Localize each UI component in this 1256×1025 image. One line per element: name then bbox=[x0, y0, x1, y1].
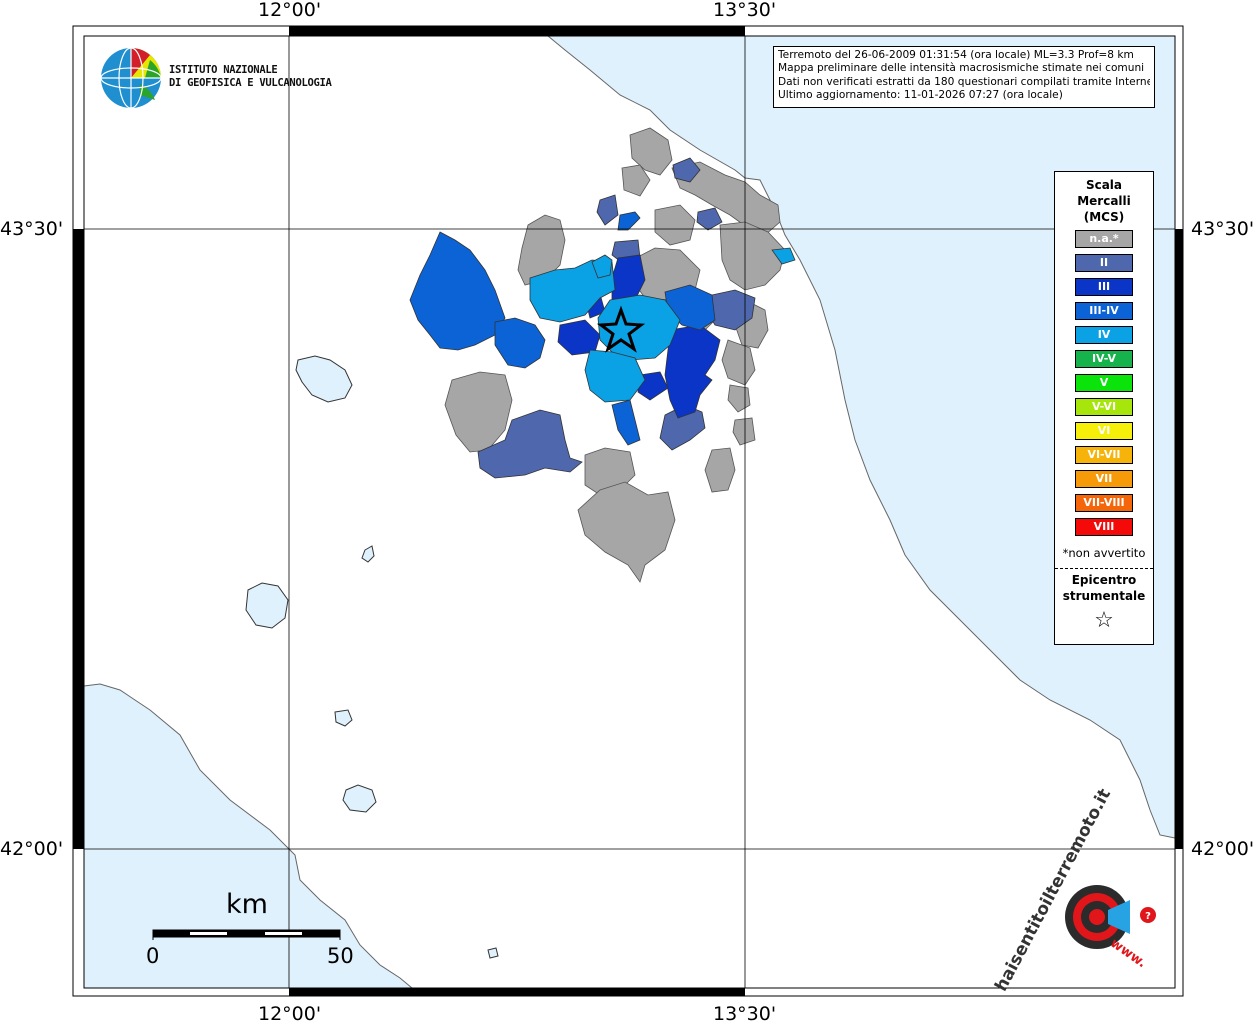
lon-label-bottom-1330: 13°30' bbox=[713, 1003, 777, 1025]
ingv-globe-icon bbox=[100, 47, 162, 109]
legend-swatch-n-a: n.a.* bbox=[1075, 230, 1133, 248]
tyrrhenian-sea bbox=[83, 683, 414, 989]
legend-note: *non avvertito bbox=[1062, 546, 1146, 560]
event-info-line4: Ultimo aggiornamento: 11-01-2026 07:27 (… bbox=[778, 89, 1063, 102]
lon-label-top-1330: 13°30' bbox=[713, 0, 777, 21]
scale-start: 0 bbox=[146, 944, 160, 968]
legend-title: Scala Mercalli (MCS) bbox=[1055, 177, 1153, 225]
legend-swatch-ii: II bbox=[1075, 254, 1133, 272]
lon-label-top-1200: 12°00' bbox=[258, 0, 322, 21]
lat-label-right-4200: 42°00' bbox=[1191, 838, 1255, 860]
legend-epicenter-line1: Epicentro bbox=[1071, 573, 1137, 587]
legend-swatch-iii-iv: III-IV bbox=[1075, 302, 1133, 320]
lake-trasimeno bbox=[295, 355, 353, 403]
ingv-logo-text: ISTITUTO NAZIONALE DI GEOFISICA E VULCAN… bbox=[169, 64, 332, 90]
lake-small-2 bbox=[361, 545, 375, 563]
legend-swatch-iv-v: IV-V bbox=[1075, 350, 1133, 368]
legend-separator bbox=[1055, 568, 1153, 569]
legend-swatch-v: V bbox=[1075, 374, 1133, 392]
legend-title-line2: Mercalli bbox=[1077, 194, 1131, 208]
legend-swatch-vii-viii: VII-VIII bbox=[1075, 494, 1133, 512]
event-info-line1: Terremoto del 26-06-2009 01:31:54 (ora l… bbox=[778, 49, 1134, 61]
legend-swatch-vi: VI bbox=[1075, 422, 1133, 440]
scale-end: 50 bbox=[327, 944, 354, 968]
legend-swatch-iv: IV bbox=[1075, 326, 1133, 344]
legend-swatch-viii: VIII bbox=[1075, 518, 1133, 536]
ingv-logo-line1: ISTITUTO NAZIONALE bbox=[169, 64, 278, 76]
legend-star-icon: ☆ bbox=[1094, 608, 1114, 633]
legend-swatch-v-vi: V-VI bbox=[1075, 398, 1133, 416]
scale-unit: km bbox=[226, 889, 268, 920]
lake-small-1 bbox=[334, 709, 353, 727]
legend-swatch-vi-vii: VI-VII bbox=[1075, 446, 1133, 464]
lat-label-right-4330: 43°30' bbox=[1191, 218, 1255, 240]
legend-title-line1: Scala bbox=[1085, 178, 1123, 192]
municipalities-iii-iv bbox=[409, 211, 716, 446]
lat-label-left-4330: 43°30' bbox=[0, 218, 64, 240]
municipalities-iii bbox=[557, 254, 721, 419]
svg-text:?: ? bbox=[1145, 911, 1151, 922]
lake-small-3 bbox=[487, 947, 499, 959]
epicenter-star bbox=[596, 305, 646, 353]
adriatic-sea bbox=[546, 35, 1176, 839]
lon-label-bottom-1200: 12°00' bbox=[258, 1003, 322, 1025]
legend-title-line3: (MCS) bbox=[1083, 210, 1125, 224]
legend-epicenter-label: Epicentro strumentale bbox=[1055, 572, 1153, 604]
lake-vico bbox=[342, 784, 377, 813]
scale-bar bbox=[152, 929, 341, 940]
intensity-legend: Scala Mercalli (MCS) n.a.* II III III-IV IV I… bbox=[1054, 171, 1154, 645]
lake-bolsena bbox=[245, 582, 289, 629]
municipalities-ii bbox=[477, 157, 756, 479]
ingv-logo-line2: DI GEOFISICA E VULCANOLOGIA bbox=[169, 77, 332, 89]
haisentito-logo-icon: ? bbox=[1065, 885, 1156, 949]
legend-swatch-vii: VII bbox=[1075, 470, 1133, 488]
event-info-line2: Mappa preliminare delle intensità macros… bbox=[778, 62, 1145, 75]
graticule bbox=[84, 36, 1175, 988]
lat-label-left-4200: 42°00' bbox=[0, 838, 64, 860]
legend-swatch-iii: III bbox=[1075, 278, 1133, 296]
event-info-line3: Dati non verificati estratti da 180 ques… bbox=[778, 75, 1150, 88]
legend-epicenter-line2: strumentale bbox=[1062, 589, 1146, 603]
event-info-box: Terremoto del 26-06-2009 01:31:54 (ora l… bbox=[773, 46, 1155, 108]
map-frame bbox=[72, 25, 1184, 997]
